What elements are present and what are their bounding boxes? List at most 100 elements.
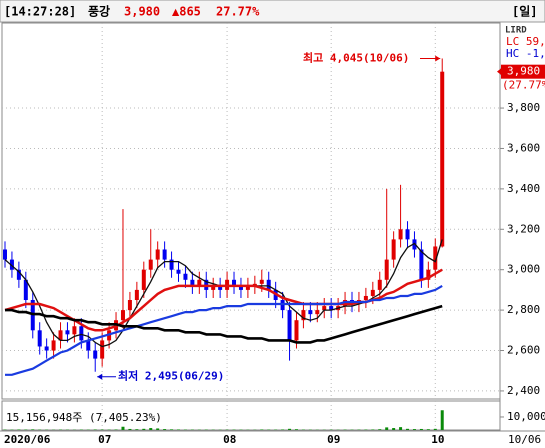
volume-bar: [156, 428, 160, 430]
volume-bar: [371, 429, 375, 430]
candle-body: [183, 273, 188, 280]
candle-body: [398, 229, 403, 240]
x-tick-label: 09: [327, 433, 340, 446]
x-tick-label: 10: [431, 433, 444, 446]
candle-body: [100, 340, 105, 359]
candle-body: [238, 285, 243, 290]
candle-body: [363, 295, 368, 301]
volume-bar: [378, 429, 382, 430]
low-annotation: 최저 2,495(06/29): [118, 369, 224, 383]
volume-bar: [412, 429, 416, 430]
candle-body: [294, 320, 299, 341]
time: [14:27:28]: [4, 5, 76, 19]
hc-label: HC -1,: [506, 47, 545, 60]
moving-average-line: [5, 284, 443, 376]
volume-bar: [406, 428, 410, 430]
candle-body: [190, 279, 195, 286]
candle-body: [72, 326, 77, 335]
candle-body: [218, 285, 223, 290]
y-tick-label: 3,000: [507, 263, 540, 276]
candle-body: [197, 279, 202, 286]
candle-body: [9, 259, 14, 270]
volume-bar: [121, 426, 125, 430]
y-tick-label: 3,400: [507, 182, 540, 195]
candle-body: [440, 71, 445, 247]
volume-bar: [419, 428, 423, 430]
volume-bar: [440, 410, 444, 430]
low-arrowhead: [97, 373, 103, 380]
candle-body: [169, 259, 174, 270]
last-date: 10/06: [508, 433, 541, 446]
header-bar: [0, 0, 545, 23]
candle-body: [3, 249, 7, 260]
current-rate: (27.77%): [502, 79, 545, 92]
volume-bar: [392, 428, 396, 430]
volume-bar: [163, 429, 167, 430]
volume-bar: [177, 429, 180, 430]
volume-bar: [426, 429, 430, 430]
candle-body: [391, 239, 396, 260]
candle-body: [377, 279, 382, 290]
volume-bar: [385, 427, 389, 430]
volume-bar: [128, 428, 132, 430]
candle-body: [37, 330, 42, 347]
candle-body: [405, 229, 410, 240]
volume-bar: [281, 429, 285, 430]
y-tick-label: 10,000: [507, 410, 545, 423]
price: 3,980: [124, 5, 160, 19]
price-panel: [1, 22, 501, 400]
y-tick-label: 2,600: [507, 344, 540, 357]
candle-body: [426, 269, 431, 280]
candle-body: [232, 279, 237, 286]
volume-bar: [31, 429, 35, 430]
volume-label: 15,156,948주 (7,405.23%): [6, 411, 162, 424]
change: ▲865: [172, 5, 201, 19]
y-tick-label: 3,600: [507, 141, 540, 154]
candle-body: [308, 310, 313, 315]
candle-body: [433, 246, 438, 270]
volume-bar: [114, 429, 118, 430]
candle-body: [162, 249, 167, 260]
candle-body: [315, 310, 320, 315]
candle-body: [245, 285, 250, 290]
candle-body: [65, 330, 70, 335]
candle-body: [58, 330, 63, 341]
candle-body: [141, 269, 146, 290]
candle-body: [134, 289, 139, 301]
volume-bar: [142, 428, 146, 430]
candle-body: [266, 279, 271, 290]
stock-name: 풍강: [88, 5, 110, 19]
volume-bar: [135, 429, 139, 430]
candle-body: [384, 259, 389, 280]
candle-body: [155, 249, 160, 260]
volume-bar: [93, 429, 97, 430]
candle-body: [127, 300, 132, 311]
rate: 27.77%: [216, 5, 260, 19]
candle-body: [259, 279, 264, 284]
candle-body: [16, 269, 21, 280]
volume-panel: [1, 400, 501, 431]
y-tick-label: 2,400: [507, 384, 540, 397]
toolbar[interactable]: LIRD: [505, 26, 527, 36]
volume-bar: [17, 429, 21, 430]
candle-body: [148, 259, 153, 270]
candle-body: [51, 340, 56, 351]
period[interactable]: [일]: [512, 5, 538, 19]
candle-body: [301, 310, 306, 321]
current-price: 3,980: [507, 65, 540, 78]
x-tick-label: 2020/06: [4, 433, 51, 446]
candle-body: [412, 239, 417, 250]
candle-body: [419, 249, 424, 280]
y-tick-label: 3,800: [507, 101, 540, 114]
candle-body: [93, 350, 98, 359]
current-price-pointer: [497, 67, 502, 76]
volume-bar: [170, 429, 174, 430]
candle-body: [211, 285, 216, 290]
candle-body: [176, 269, 181, 274]
volume-bar: [260, 429, 264, 430]
volume-bar: [433, 428, 437, 430]
high-arrowhead: [435, 55, 441, 62]
candle-body: [329, 306, 334, 311]
candle-body: [287, 310, 292, 341]
volume-bar: [399, 427, 403, 430]
